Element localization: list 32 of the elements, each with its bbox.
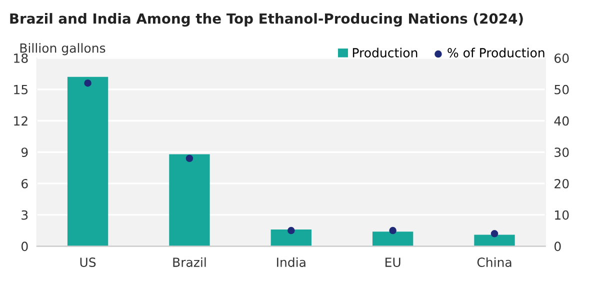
- y-tick-label: 0: [21, 242, 28, 252]
- y-tick-label: 18: [14, 53, 28, 63]
- y-tick-label: 3: [22, 210, 28, 220]
- point: [490, 230, 498, 238]
- legend-label: % of Production: [448, 48, 544, 58]
- bar: [372, 232, 414, 246]
- x-tick-label: US: [80, 258, 96, 267]
- x-tick-label: India: [277, 257, 306, 267]
- bar: [474, 234, 515, 246]
- chart-title: Brazil and India Among the Top Ethanol-Producing Nations (2024): [10, 13, 523, 27]
- legend-label: Production: [352, 48, 418, 58]
- y-tick-label: 9: [21, 148, 28, 158]
- point: [186, 154, 194, 162]
- y-tick-label: 15: [14, 85, 28, 94]
- y2-tick-label: 60: [554, 53, 569, 63]
- y2-tick-label: 50: [554, 84, 569, 94]
- y-tick-label: 6: [22, 178, 28, 188]
- point: [288, 226, 295, 234]
- bar: [270, 229, 312, 246]
- y-tick-label: 12: [14, 116, 28, 126]
- x-tick-label: EU: [386, 258, 400, 267]
- y2-tick-label: 30: [554, 148, 569, 158]
- y2-tick-label: 40: [554, 116, 569, 126]
- y2-tick-label: 0: [554, 242, 561, 252]
- y2-tick-label: 10: [555, 210, 569, 220]
- point: [389, 226, 396, 234]
- x-tick-label: Brazil: [173, 257, 206, 267]
- bar: [169, 154, 210, 246]
- x-tick-label: China: [477, 257, 512, 267]
- y2-tick-label: 20: [554, 178, 569, 188]
- bar: [67, 76, 108, 246]
- point: [84, 79, 92, 87]
